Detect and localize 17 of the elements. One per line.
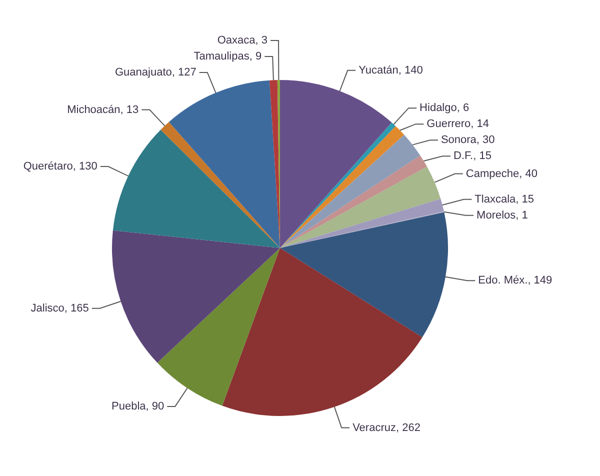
slice-label: Morelos, 1: [476, 209, 528, 222]
slice-label: Yucatán, 140: [358, 64, 423, 76]
slice-label: Jalisco, 165: [30, 302, 89, 314]
slice-label: Edo. Méx., 149: [478, 274, 552, 287]
slice-label: Guerrero, 14: [426, 118, 490, 130]
slice-label: D.F., 15: [454, 150, 492, 162]
slice-label: Tamaulipas, 9: [194, 50, 262, 62]
slice-label: Campeche, 40: [466, 168, 538, 180]
slice-label: Puebla, 90: [112, 400, 164, 412]
slice-label: Hidalgo, 6: [420, 102, 470, 114]
slice-label: Veracruz, 262: [352, 422, 420, 434]
slice-label: Querétaro, 130: [23, 160, 98, 173]
slice-label: Oaxaca, 3: [217, 34, 268, 46]
slice-label: Sonora, 30: [440, 134, 495, 146]
slice-label: Tlaxcala, 15: [474, 193, 534, 206]
slice-label: Michoacán, 13: [67, 104, 139, 116]
slice-label: Guanajuato, 127: [114, 66, 196, 78]
